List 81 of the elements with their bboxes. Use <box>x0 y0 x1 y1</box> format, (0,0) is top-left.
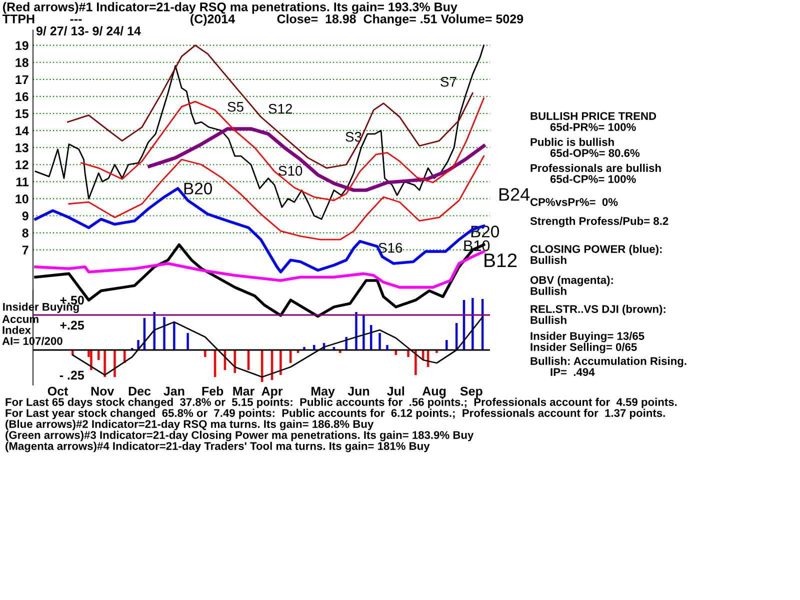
bar <box>204 350 206 357</box>
x-tick-label: Sep <box>460 386 482 398</box>
text: CP%vsPr%= 0% <box>530 198 618 206</box>
text: 65d-OP%= 80.6% <box>550 148 640 157</box>
y-tick-label: 14 <box>16 126 29 136</box>
y-tick-label: 19 <box>16 41 28 50</box>
bar <box>378 333 381 350</box>
y-tick-label: 12 <box>16 160 28 170</box>
annotation: S10 <box>278 166 302 176</box>
annotation: S12 <box>268 104 292 114</box>
text: REL.STR..VS DJI (brown): <box>530 304 666 316</box>
x-tick-label: Dec <box>128 386 151 396</box>
text: Bullish <box>530 286 566 295</box>
text: For Last 65 days stock changed 37.8% or 5.15 points: Public accounts for .56 points.; Professionals account for 4.59 points. <box>6 398 677 408</box>
x-tick-label: Feb <box>202 386 224 396</box>
y-tick-label: 13 <box>16 143 28 152</box>
text: Bullish <box>530 316 566 324</box>
chart-subtitle: TTPH --- (C)2014 Close= 18.98 Change= .51 Volume= 5029 <box>2 14 524 26</box>
y-tick-label: +.50 <box>60 296 84 305</box>
x-tick-label: Jul <box>387 386 404 396</box>
annotation: 9/ 27/ 13- 9/ 24/ 14 <box>36 26 141 36</box>
text: Bullish <box>530 256 566 264</box>
bar <box>163 317 166 350</box>
bar <box>407 350 410 357</box>
text: OBV (magenta): <box>530 276 613 286</box>
text: Professionals are bullish <box>530 164 661 172</box>
annotation: S5 <box>228 102 244 112</box>
y-tick-label: 9 <box>22 212 28 220</box>
y-tick-label: - .25 <box>60 370 84 380</box>
bar <box>446 340 448 350</box>
text: BULLISH PRICE TREND <box>530 112 656 120</box>
text: 65d-PR%= 100% <box>550 122 636 131</box>
y-tick-label: +.25 <box>60 320 84 330</box>
text: Bullish: Accumulation Rising. <box>530 356 686 368</box>
text: (Green arrows)#3 Indicator=21-day Closing Power ma penetrations. Its gain= 183.9% Buy <box>6 430 474 442</box>
text: CLOSING POWER (blue): <box>530 244 662 256</box>
x-tick-label: Oct <box>48 386 68 396</box>
bar <box>362 315 365 350</box>
text: Insider Buying= 13/65 <box>530 332 644 342</box>
y-tick-label: 11 <box>16 178 28 186</box>
text: B24 <box>499 188 530 201</box>
text: IP= .494 <box>550 368 595 376</box>
x-tick-label: Nov <box>91 386 114 396</box>
annotation: S16 <box>378 242 402 253</box>
annotation: S7 <box>440 76 456 87</box>
y-tick-label: 10 <box>16 194 28 204</box>
x-tick-label: Aug <box>422 386 446 398</box>
y-tick-label: 7 <box>22 246 28 254</box>
line-series <box>80 97 485 202</box>
bar <box>386 345 388 350</box>
text: (Magenta arrows)#4 Indicator=21-day Traders' Tool ma turns. Its gain= 181% Buy <box>6 442 430 452</box>
x-tick-label: Mar <box>233 386 254 396</box>
y-tick-label: 15 <box>16 109 28 118</box>
text: Index <box>2 326 31 334</box>
annotation: B20 <box>184 182 212 194</box>
text: For Last year stock changed 65.8% or 7.49 points: Public accounts for 6.12 points.; Professionals account for 1.37 points. <box>6 408 665 420</box>
x-tick-label: May <box>311 386 335 398</box>
chart-title: (Red arrows)#1 Indicator=21-day RSQ ma penetrations. Its gain= 193.3% Buy <box>3 2 458 14</box>
text: Insider Selling= 0/65 <box>530 342 637 354</box>
bar <box>98 350 100 360</box>
bar <box>186 333 189 350</box>
bar <box>114 350 116 377</box>
bar <box>104 350 106 377</box>
y-tick-label: 18 <box>16 58 28 68</box>
y-tick-label: 16 <box>16 92 28 102</box>
text: Strength Profess/Pub= 8.2 <box>530 216 668 228</box>
x-tick-label: Jun <box>348 386 370 396</box>
bar <box>313 345 316 350</box>
x-tick-label: Apr <box>262 386 283 398</box>
bar <box>280 350 282 375</box>
y-tick-label: 8 <box>22 228 28 238</box>
bar <box>355 312 358 350</box>
x-tick-label: Jan <box>164 386 184 396</box>
y-tick-label: 17 <box>16 75 28 84</box>
bar <box>472 298 474 350</box>
text: (Blue arrows)#2 Indicator=21-day RSQ ma turns. Its gain= 186.8% Buy <box>6 420 374 430</box>
text: Public is bullish <box>530 138 614 146</box>
bar <box>173 322 176 350</box>
annotation: B12 <box>484 253 517 268</box>
bar <box>414 350 417 375</box>
text: 65d-CP%= 100% <box>550 174 636 183</box>
